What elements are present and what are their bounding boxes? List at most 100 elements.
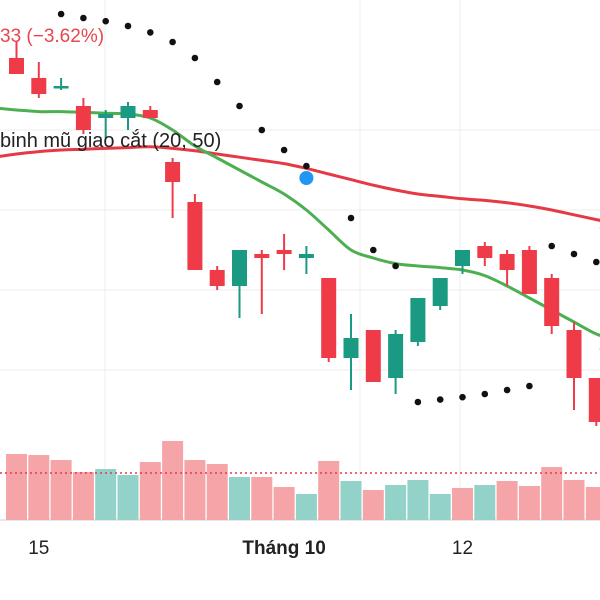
candle[interactable]	[298, 246, 314, 274]
candle[interactable]	[365, 330, 381, 382]
x-tick-label: 12	[451, 538, 474, 559]
candle[interactable]	[499, 250, 515, 286]
volume-bar	[385, 485, 407, 520]
candle-body	[321, 278, 337, 358]
candle[interactable]	[566, 322, 582, 410]
volume-bar	[229, 477, 250, 520]
sar-dot	[414, 398, 422, 406]
candle-body	[521, 250, 537, 294]
candle[interactable]	[410, 298, 426, 346]
sar-dot	[392, 262, 399, 270]
sar-dot	[570, 250, 578, 258]
volume-bar	[518, 486, 540, 520]
candle-body	[165, 162, 181, 182]
candle[interactable]	[232, 250, 247, 318]
volume-bar	[585, 487, 600, 520]
candle[interactable]	[254, 250, 270, 314]
volume-bar	[429, 494, 451, 520]
volume-bar	[6, 454, 27, 520]
candle-body	[9, 58, 24, 74]
crossover-marker	[299, 171, 314, 185]
volume-bar	[206, 464, 228, 520]
volume-bar	[139, 462, 161, 520]
sar-dot	[347, 214, 355, 222]
candle[interactable]	[75, 98, 91, 134]
candle[interactable]	[343, 314, 359, 390]
candle[interactable]	[521, 246, 537, 294]
volume-bar	[28, 455, 50, 520]
candle-body	[388, 334, 404, 378]
candle[interactable]	[142, 106, 158, 118]
candle-body	[566, 330, 582, 378]
candle-body	[544, 278, 560, 326]
ema-lines	[0, 106, 600, 350]
candle-body	[75, 106, 91, 130]
candle-body	[410, 298, 426, 342]
candle[interactable]	[187, 194, 203, 270]
candle[interactable]	[388, 330, 404, 394]
sar-dot	[526, 382, 533, 390]
candle-body	[432, 278, 448, 306]
parabolic-sar-dots	[57, 10, 600, 406]
ema-20-line	[0, 106, 600, 350]
candle-body	[53, 86, 69, 89]
volume-bar	[95, 469, 117, 520]
volume-bar	[273, 487, 295, 520]
sar-dot	[459, 393, 466, 401]
candle-body	[120, 106, 136, 118]
candle-body	[499, 254, 515, 270]
volume-bar	[407, 480, 429, 520]
candlesticks[interactable]	[9, 42, 600, 442]
candle[interactable]	[321, 278, 337, 362]
volume-bar	[318, 461, 340, 520]
candle[interactable]	[455, 250, 470, 274]
candle[interactable]	[432, 278, 448, 310]
volume-bar	[541, 467, 563, 520]
sar-dot	[593, 258, 600, 266]
candle-body	[298, 254, 314, 258]
volume-bar	[162, 441, 184, 520]
candle[interactable]	[120, 102, 136, 130]
volume-bar	[474, 485, 496, 520]
candle[interactable]	[209, 266, 225, 290]
sar-dot	[258, 126, 266, 134]
candle-body	[588, 378, 600, 422]
chart-grid	[0, 0, 600, 521]
sar-dot	[503, 386, 511, 394]
candle-body	[343, 338, 359, 358]
x-tick-label: Tháng 10	[242, 538, 326, 559]
sar-dot	[124, 22, 132, 30]
volume-bar	[563, 480, 585, 520]
candle[interactable]	[53, 78, 69, 90]
volume-bar	[295, 494, 317, 520]
candle-body	[455, 250, 470, 266]
volume-bar	[72, 472, 94, 520]
candle-body	[232, 250, 247, 286]
indicator-legend-label: binh mũ giao cắt (20, 50)	[0, 130, 222, 152]
candle[interactable]	[276, 234, 292, 270]
sar-dot	[280, 146, 288, 154]
candle[interactable]	[588, 378, 600, 426]
volume-bar	[340, 481, 362, 520]
candle-body	[142, 110, 158, 118]
volume-bar	[50, 460, 72, 520]
candle[interactable]	[477, 242, 493, 266]
ema-50-line	[0, 145, 600, 230]
volume-bar	[251, 477, 273, 520]
sar-dot	[147, 29, 154, 36]
candle-body	[98, 114, 114, 118]
volume-bar	[117, 475, 139, 520]
candle[interactable]	[9, 42, 24, 74]
candle[interactable]	[98, 110, 114, 138]
candle-body	[187, 202, 203, 270]
candle[interactable]	[544, 274, 560, 334]
sar-dot	[548, 242, 555, 250]
candle-body	[365, 330, 381, 382]
candle[interactable]	[31, 62, 47, 98]
volume-bar	[362, 490, 384, 520]
price-change-label: 33 (−3.62%)	[0, 26, 105, 47]
candle-body	[276, 250, 292, 254]
candle-body	[31, 78, 47, 94]
candle[interactable]	[165, 158, 181, 218]
